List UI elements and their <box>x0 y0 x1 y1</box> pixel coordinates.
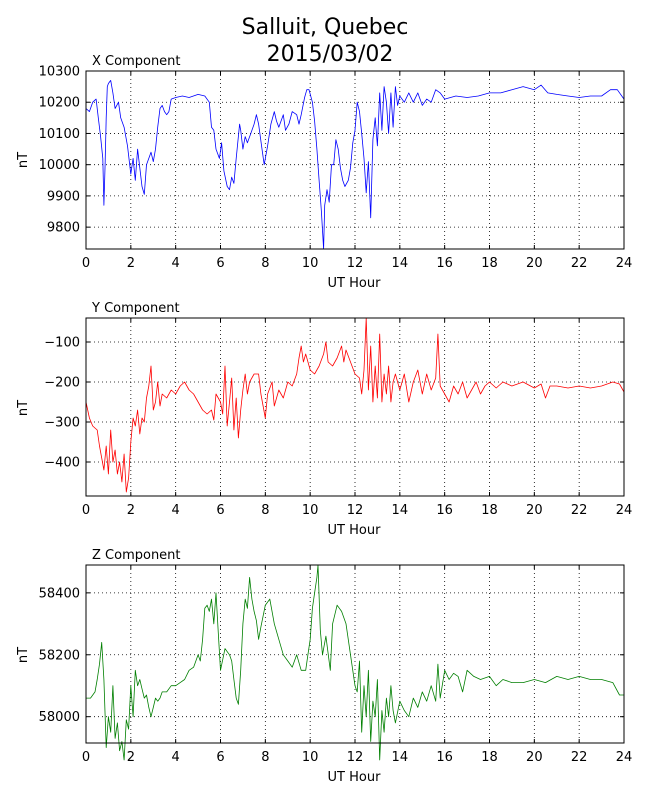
x-tick-label: 6 <box>216 750 224 765</box>
x-tick-label: 20 <box>526 750 543 765</box>
y-tick-label: 10200 <box>39 96 80 111</box>
figure-title-date: 2015/03/02 <box>267 42 394 67</box>
x-tick-label: 16 <box>436 503 453 518</box>
x-tick-label: 4 <box>172 256 180 271</box>
x-tick-label: 6 <box>216 256 224 271</box>
x-tick-label: 24 <box>616 750 633 765</box>
y-tick-label: 58400 <box>39 586 80 601</box>
x-tick-label: 8 <box>261 256 269 271</box>
panel-title: Y Component <box>91 301 180 316</box>
y-tick-label: −400 <box>44 456 80 471</box>
panel-title: X Component <box>92 54 181 69</box>
x-component-panel: X Component UT Hour nT 0 2 4 6 8 10 12 14 16 18 20… <box>16 54 632 291</box>
x-tick-label: 20 <box>526 503 543 518</box>
y-tick-label: 58000 <box>39 710 80 725</box>
x-tick-label: 14 <box>392 503 409 518</box>
x-tick-label: 16 <box>436 750 453 765</box>
x-tick-label: 18 <box>481 503 498 518</box>
x-tick-label: 2 <box>127 256 135 271</box>
z-component-panel: Z Component UT Hour nT 0 2 4 6 8 10 12 14 16 18 20… <box>16 548 632 785</box>
y-tick-label: 58200 <box>39 648 80 663</box>
series-line <box>85 80 625 250</box>
series-line <box>86 564 624 761</box>
x-tick-label: 22 <box>571 256 588 271</box>
x-tick-label: 16 <box>436 256 453 271</box>
series-line <box>85 317 625 493</box>
y-component-panel: Y Component UT Hour nT 0 2 4 6 8 10 12 14 16 18 20… <box>16 301 632 538</box>
y-tick-label: 10100 <box>39 127 80 142</box>
x-tick-label: 10 <box>302 256 319 271</box>
x-tick-label: 10 <box>302 503 319 518</box>
x-tick-label: 0 <box>82 750 90 765</box>
x-tick-label: 14 <box>392 750 409 765</box>
x-tick-label: 10 <box>302 750 319 765</box>
x-tick-label: 8 <box>261 750 269 765</box>
x-axis-label: UT Hour <box>328 770 382 785</box>
y-axis-label: nT <box>16 647 31 663</box>
x-tick-label: 2 <box>127 750 135 765</box>
figure-title-station: Salluit, Quebec <box>242 15 409 40</box>
y-tick-label: −200 <box>44 376 80 391</box>
x-tick-label: 12 <box>347 256 364 271</box>
x-tick-label: 4 <box>172 503 180 518</box>
x-tick-label: 14 <box>392 256 409 271</box>
y-tick-label: −300 <box>44 416 80 431</box>
x-tick-label: 2 <box>127 503 135 518</box>
x-tick-label: 20 <box>526 256 543 271</box>
x-tick-label: 18 <box>481 256 498 271</box>
x-tick-label: 8 <box>261 503 269 518</box>
x-tick-label: 0 <box>82 503 90 518</box>
x-tick-label: 22 <box>571 503 588 518</box>
panel-title: Z Component <box>92 548 181 563</box>
x-tick-label: 6 <box>216 503 224 518</box>
y-axis-label: nT <box>16 152 31 168</box>
x-axis-label: UT Hour <box>328 276 382 291</box>
x-tick-label: 24 <box>616 256 633 271</box>
x-tick-label: 4 <box>172 750 180 765</box>
x-axis-label: UT Hour <box>328 523 382 538</box>
y-tick-label: 9800 <box>47 221 80 236</box>
x-tick-label: 18 <box>481 750 498 765</box>
y-tick-label: 10300 <box>39 65 80 80</box>
y-tick-label: −100 <box>44 336 80 351</box>
y-axis-label: nT <box>16 400 31 416</box>
x-tick-label: 12 <box>347 750 364 765</box>
y-tick-label: 9900 <box>47 189 80 204</box>
x-tick-label: 12 <box>347 503 364 518</box>
y-tick-label: 10000 <box>39 158 80 173</box>
x-tick-label: 0 <box>82 256 90 271</box>
x-tick-label: 24 <box>616 503 633 518</box>
x-tick-label: 22 <box>571 750 588 765</box>
